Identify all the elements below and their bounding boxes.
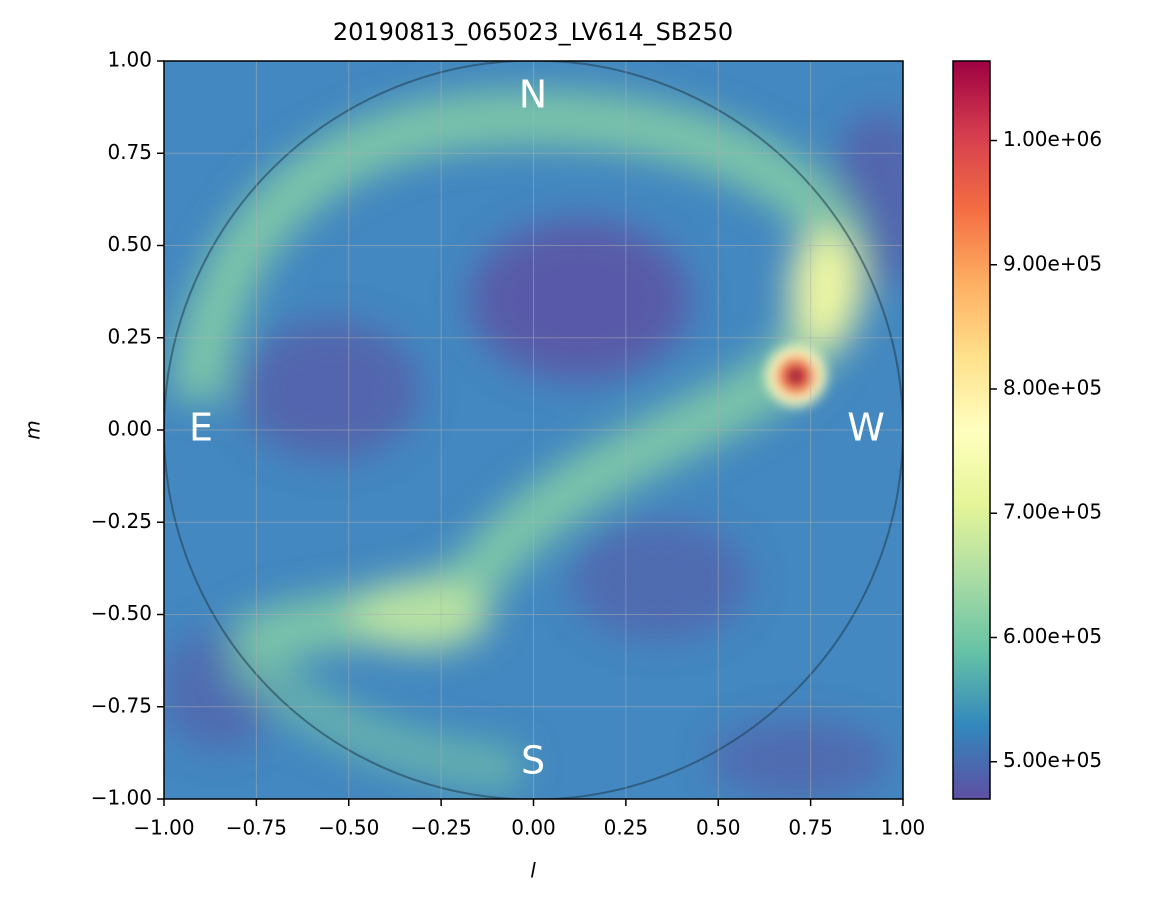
compass-label: E <box>189 406 213 450</box>
compass-label: W <box>847 406 885 450</box>
image-texture <box>164 90 903 799</box>
x-tick-label: −0.50 <box>318 816 379 840</box>
y-tick-label: 0.25 <box>107 324 152 348</box>
x-tick-label: −1.00 <box>133 816 194 840</box>
y-tick-label: 0.00 <box>107 417 152 441</box>
bright-source <box>766 346 826 406</box>
x-tick-label: 0.00 <box>511 816 556 840</box>
x-tick-label: 0.50 <box>696 816 741 840</box>
x-tick-label: 1.00 <box>881 816 926 840</box>
x-tick-label: −0.25 <box>410 816 471 840</box>
chart-title: 20190813_065023_LV614_SB250 <box>333 18 733 46</box>
colorbar-tick-label: 7.00e+05 <box>1003 500 1102 524</box>
colorbar-tick-label: 6.00e+05 <box>1003 624 1102 648</box>
colorbar <box>952 60 991 800</box>
x-tick-label: 0.75 <box>788 816 833 840</box>
x-tick-label: −0.75 <box>226 816 287 840</box>
x-axis-label: l <box>530 859 536 883</box>
compass-label: N <box>519 73 547 117</box>
x-tick-label: 0.25 <box>604 816 649 840</box>
y-tick-label: −1.00 <box>91 786 152 810</box>
colorbar-tick-label: 5.00e+05 <box>1003 748 1102 772</box>
y-tick-label: −0.50 <box>91 601 152 625</box>
colorbar-tick-label: 1.00e+06 <box>1003 127 1102 151</box>
compass-label: S <box>521 739 545 783</box>
y-tick-label: 1.00 <box>107 48 152 72</box>
y-axis-label: m <box>21 420 45 439</box>
y-tick-label: −0.75 <box>91 693 152 717</box>
y-tick-label: 0.75 <box>107 140 152 164</box>
colorbar-tick-label: 8.00e+05 <box>1003 376 1102 400</box>
y-tick-label: −0.25 <box>91 509 152 533</box>
y-tick-label: 0.50 <box>107 232 152 256</box>
colorbar-tick-label: 9.00e+05 <box>1003 251 1102 275</box>
